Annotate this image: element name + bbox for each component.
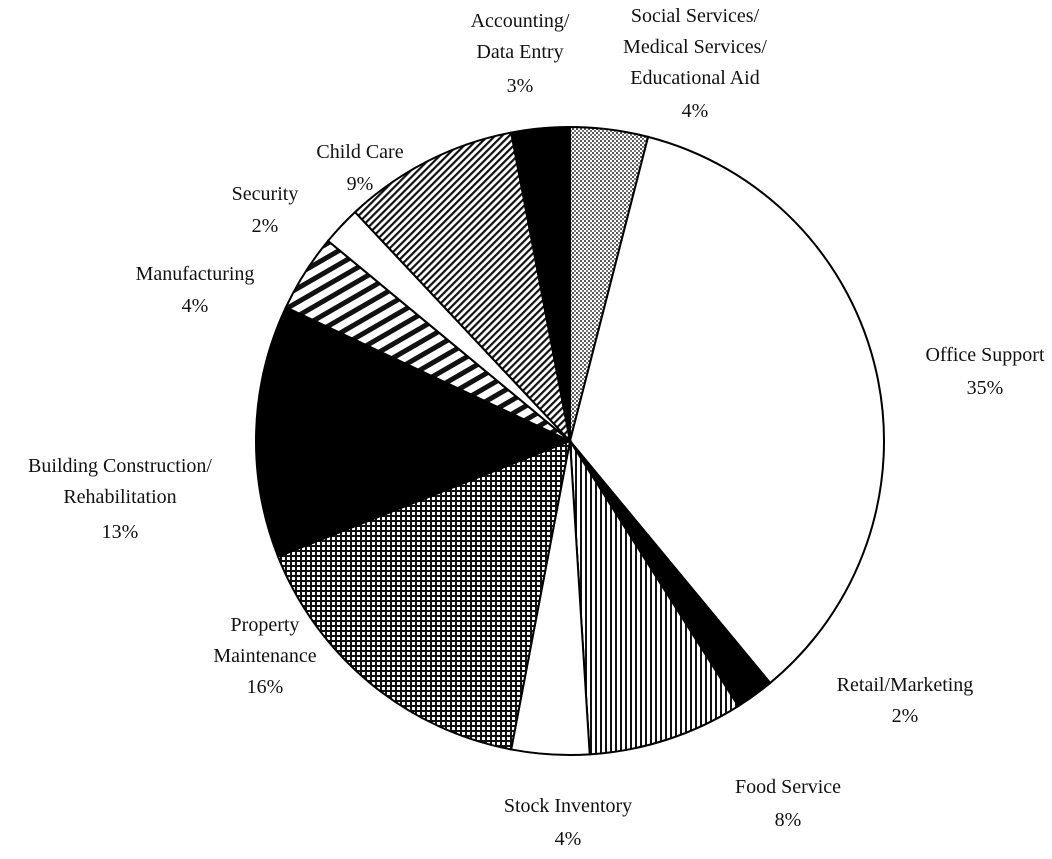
slice-label: Building Construction/Rehabilitation	[28, 455, 212, 508]
slice-label: Office Support	[925, 344, 1044, 366]
slice-label: Manufacturing	[136, 263, 255, 285]
slice-label: Social Services/Medical Services/Educati…	[623, 5, 767, 89]
slice-value-label: 13%	[102, 521, 139, 543]
pie-slice	[353, 131, 572, 445]
slice-value-label: 16%	[247, 676, 284, 698]
slice-value-label: 9%	[347, 173, 374, 195]
pie-slice	[569, 440, 740, 756]
pie-slice	[568, 135, 885, 685]
slice-value-label: 2%	[892, 705, 919, 727]
slice-label: Property Maintenance	[213, 614, 316, 667]
slice-value-label: 4%	[555, 828, 582, 850]
slice-label: Food Service	[735, 776, 841, 798]
slice-value-label: 4%	[182, 295, 209, 317]
slice-value-label: 35%	[967, 377, 1004, 399]
slice-value-label: 8%	[775, 809, 802, 831]
pie-slice	[276, 439, 572, 751]
slice-label: Accounting/Data Entry	[471, 10, 570, 63]
slice-value-label: 4%	[682, 100, 709, 122]
slice-label: Stock Inventory	[504, 795, 632, 817]
slice-label: Security	[232, 183, 299, 205]
slice-label: Retail/Marketing	[837, 674, 974, 696]
pie-slice	[509, 125, 571, 442]
slice-value-label: 3%	[507, 75, 534, 97]
slice-value-label: 2%	[252, 215, 279, 237]
slice-label: Child Care	[316, 141, 403, 163]
pie-slice	[255, 305, 573, 558]
